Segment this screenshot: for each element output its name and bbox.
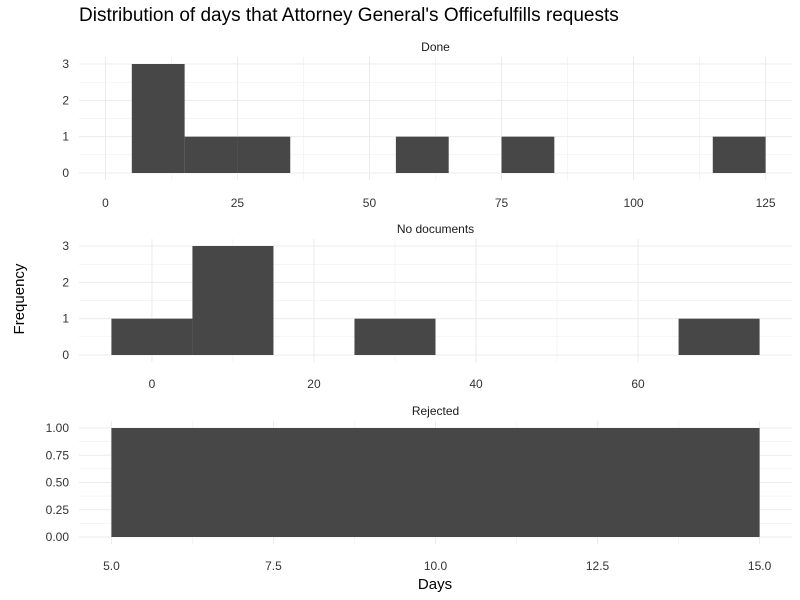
histogram-bar (184, 136, 238, 173)
x-tick-label: 60 (631, 377, 645, 391)
x-tick-label: 125 (756, 196, 776, 210)
x-tick-label: 5.0 (103, 559, 120, 573)
y-tick-label: 1 (62, 130, 69, 144)
x-tick-label: 10.0 (424, 559, 448, 573)
histogram-bar (131, 64, 185, 173)
x-tick-label: 75 (495, 196, 509, 210)
x-tick-label: 12.5 (586, 559, 610, 573)
x-tick-label: 25 (231, 196, 245, 210)
facet-strip-label: Done (421, 40, 450, 54)
histogram-bar (395, 136, 449, 173)
y-tick-label: 2 (62, 275, 69, 289)
y-axis-title: Frequency (11, 263, 28, 334)
y-tick-label: 1 (62, 312, 69, 326)
x-tick-label: 15.0 (748, 559, 772, 573)
histogram-bar (237, 136, 291, 173)
y-tick-label: 0.50 (46, 476, 70, 490)
x-axis-title: Days (418, 576, 452, 593)
y-tick-label: 0 (62, 166, 69, 180)
y-tick-label: 3 (62, 239, 69, 253)
y-tick-label: 1.00 (46, 421, 70, 435)
facet-strip-label: No documents (397, 222, 474, 236)
histogram-bar (712, 136, 766, 173)
histogram-bar (192, 246, 274, 355)
histogram-bar (111, 428, 760, 537)
histogram-bar (111, 318, 193, 355)
y-tick-label: 0.25 (46, 503, 70, 517)
y-tick-label: 0.00 (46, 530, 70, 544)
x-tick-label: 50 (363, 196, 377, 210)
y-tick-label: 2 (62, 93, 69, 107)
y-tick-label: 0.75 (46, 448, 70, 462)
x-tick-label: 7.5 (265, 559, 282, 573)
x-tick-label: 20 (307, 377, 321, 391)
histogram-bar (354, 318, 436, 355)
x-tick-label: 0 (149, 377, 156, 391)
facet-strip-label: Rejected (412, 404, 459, 418)
x-tick-label: 0 (102, 196, 109, 210)
x-tick-label: 100 (624, 196, 644, 210)
chart-title: Distribution of days that Attorney Gener… (79, 5, 619, 26)
y-tick-label: 3 (62, 57, 69, 71)
y-tick-label: 0 (62, 348, 69, 362)
histogram-bar (501, 136, 555, 173)
histogram-bar (678, 318, 760, 355)
x-tick-label: 40 (469, 377, 483, 391)
